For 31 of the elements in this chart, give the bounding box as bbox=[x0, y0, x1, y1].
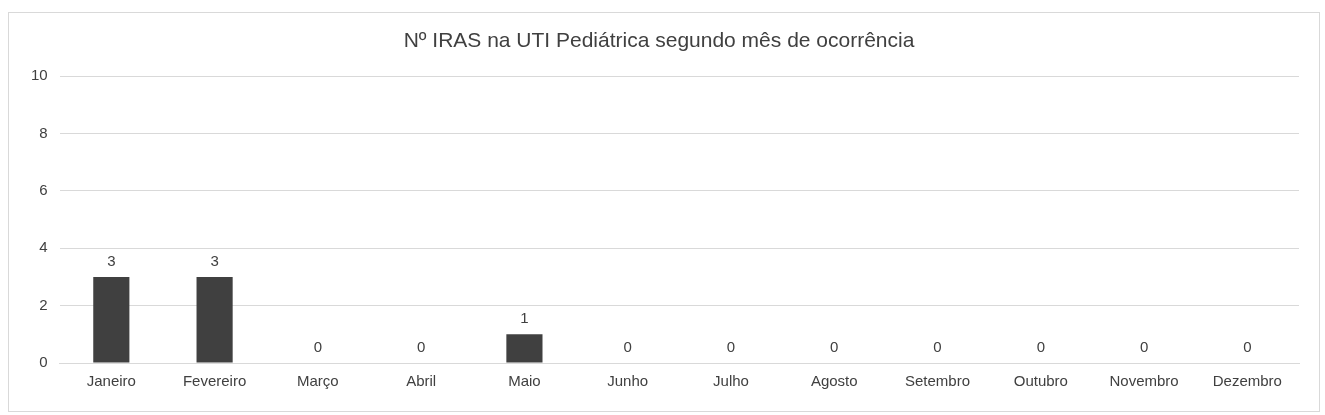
y-tick-label: 6 bbox=[39, 181, 48, 199]
x-tick-label: Maio bbox=[508, 372, 541, 390]
data-label: 0 bbox=[726, 337, 736, 355]
y-tick-label: 8 bbox=[39, 123, 48, 141]
x-tick-label: Junho bbox=[607, 372, 649, 390]
data-label: 0 bbox=[1036, 337, 1045, 355]
data-label: 0 bbox=[1243, 337, 1252, 355]
y-tick-label: 2 bbox=[39, 295, 48, 313]
x-tick-label: Março bbox=[297, 372, 339, 390]
x-tick-label: Agosto bbox=[810, 372, 858, 390]
data-label: 3 bbox=[107, 251, 116, 269]
chart-title: Nº IRAS na UTI Pediátrica segundo mês de ocorrência bbox=[403, 28, 915, 52]
y-tick-label: 0 bbox=[39, 353, 48, 371]
x-tick-label: Julho bbox=[713, 372, 749, 390]
x-tick-label: Outubro bbox=[1013, 372, 1068, 390]
data-label: 0 bbox=[933, 337, 942, 355]
y-tick-label: 4 bbox=[39, 238, 48, 256]
x-tick-label: Janeiro bbox=[86, 372, 136, 390]
x-tick-label: Abril bbox=[406, 372, 437, 390]
x-tick-label: Fevereiro bbox=[182, 372, 247, 390]
x-tick-label: Dezembro bbox=[1212, 372, 1282, 390]
y-tick-label: 10 bbox=[31, 66, 48, 84]
data-label: 0 bbox=[416, 337, 426, 355]
x-tick-label: Novembro bbox=[1109, 372, 1179, 390]
data-label: 0 bbox=[1139, 337, 1149, 355]
data-label: 0 bbox=[313, 337, 323, 355]
data-label: 0 bbox=[623, 337, 632, 355]
data-label: 1 bbox=[520, 308, 529, 326]
x-tick-label: Setembro bbox=[905, 372, 971, 390]
data-label: 3 bbox=[210, 251, 219, 269]
data-label: 0 bbox=[830, 337, 839, 355]
